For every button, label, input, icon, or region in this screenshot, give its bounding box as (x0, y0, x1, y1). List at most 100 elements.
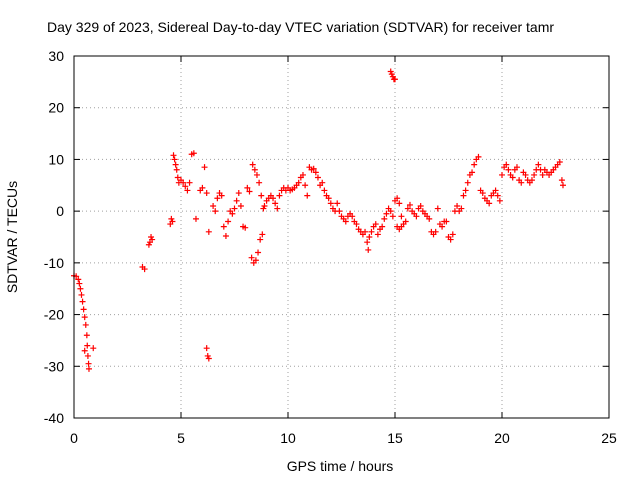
axis-ticks (73, 55, 610, 419)
plot-frame (73, 55, 610, 419)
data-point (406, 201, 413, 208)
data-point (169, 218, 176, 225)
x-tick-labels: 0 5 10 15 20 25 (70, 430, 617, 446)
y-tick-label: -20 (44, 307, 64, 323)
data-point (231, 205, 238, 212)
data-point (327, 200, 334, 207)
data-point (212, 208, 219, 215)
data-point (256, 179, 263, 186)
data-point (353, 221, 360, 228)
data-point (274, 205, 281, 212)
data-point (272, 200, 279, 207)
data-point (462, 187, 469, 194)
data-point (447, 236, 454, 243)
x-tick-label: 10 (280, 430, 296, 446)
data-point (201, 164, 208, 171)
y-axis-label: SDTVAR / TECUs (4, 181, 20, 293)
data-point (141, 266, 148, 273)
data-point (84, 352, 91, 359)
data-point (434, 205, 441, 212)
data-point (417, 202, 424, 209)
data-point (205, 228, 212, 235)
data-point (203, 190, 210, 197)
data-point (486, 200, 493, 207)
data-point (310, 165, 317, 172)
data-point (237, 202, 244, 209)
data-point (522, 171, 529, 178)
data-point (368, 228, 375, 235)
data-point (83, 332, 90, 339)
data-point (205, 355, 212, 362)
data-point (81, 314, 88, 321)
data-point (443, 218, 450, 225)
data-point (458, 205, 465, 212)
data-point (81, 347, 88, 354)
data-point (246, 188, 253, 195)
data-point (302, 182, 309, 189)
x-tick-label: 0 (70, 430, 78, 446)
data-point (180, 179, 187, 186)
data-point (513, 164, 520, 171)
x-tick-label: 20 (494, 430, 510, 446)
data-point (372, 221, 379, 228)
data-point (426, 215, 433, 222)
data-point (499, 171, 505, 178)
y-tick-label: 0 (56, 203, 64, 219)
data-point (255, 249, 262, 256)
data-point (454, 202, 461, 209)
data-point (233, 197, 240, 204)
data-point (251, 166, 258, 173)
data-point (432, 228, 439, 235)
data-point (76, 280, 83, 287)
data-point (85, 360, 92, 367)
data-point (413, 213, 420, 220)
data-point (535, 161, 542, 168)
data-point (220, 223, 227, 230)
y-tick-label: -10 (44, 255, 64, 271)
data-point (531, 171, 538, 178)
data-point (84, 342, 91, 349)
data-point (257, 236, 264, 243)
data-point (203, 345, 210, 352)
data-point (80, 306, 87, 313)
data-point (77, 285, 84, 292)
data-point (174, 174, 181, 181)
data-point (258, 192, 265, 199)
data-point (492, 187, 499, 194)
data-point (173, 166, 180, 173)
data-point (558, 177, 565, 184)
data-point (190, 150, 197, 157)
data-point (225, 218, 232, 225)
y-tick-label: 30 (48, 48, 64, 64)
x-tick-label: 5 (177, 430, 185, 446)
data-point (379, 223, 386, 230)
data-point (464, 179, 471, 186)
data-point (439, 223, 446, 230)
data-points (71, 68, 566, 372)
data-point (509, 174, 516, 181)
data-point (79, 298, 86, 305)
data-point (539, 171, 546, 178)
y-tick-label: -30 (44, 358, 64, 374)
data-point (229, 210, 236, 217)
data-point (449, 231, 456, 238)
y-tick-label: 20 (48, 100, 64, 116)
data-point (404, 205, 411, 212)
data-point (389, 213, 396, 220)
data-point (505, 166, 512, 173)
data-point (394, 195, 401, 202)
data-point (210, 202, 217, 209)
x-tick-label: 25 (601, 430, 617, 446)
x-tick-label: 15 (387, 430, 403, 446)
data-point (186, 179, 193, 186)
data-point (402, 218, 409, 225)
data-point (325, 195, 332, 202)
data-point (471, 161, 478, 168)
data-point (518, 179, 525, 186)
data-point (312, 169, 319, 176)
data-point (244, 184, 251, 191)
data-point (319, 179, 326, 186)
data-point (349, 213, 356, 220)
data-point (383, 210, 390, 217)
